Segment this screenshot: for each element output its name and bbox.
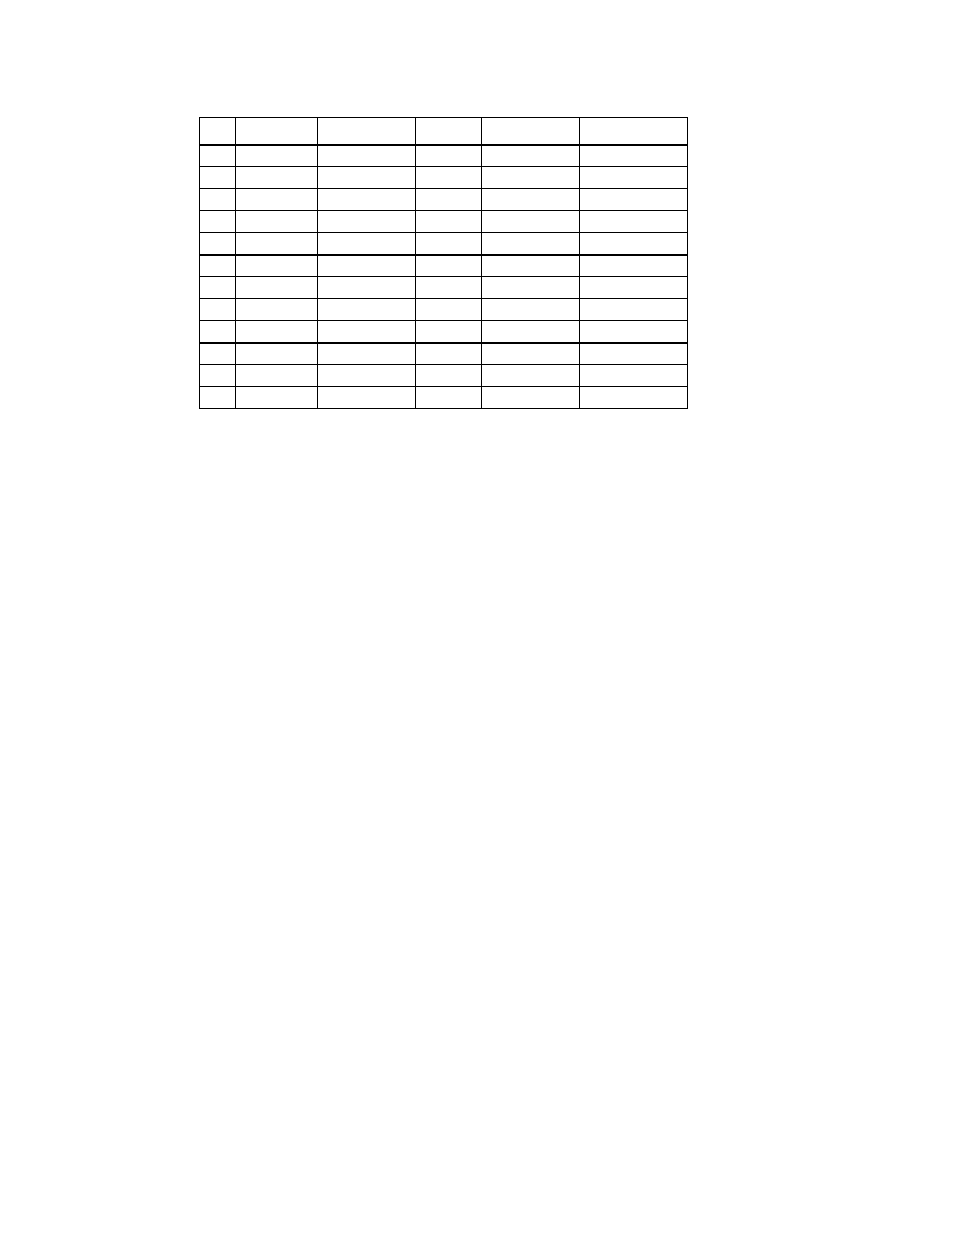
- blank-table: [199, 117, 688, 409]
- table-cell: [236, 255, 318, 277]
- table-cell: [236, 343, 318, 365]
- table-cell: [482, 118, 580, 145]
- table-row: [200, 255, 688, 277]
- table-cell: [200, 167, 236, 189]
- table-cell: [318, 387, 416, 409]
- table-cell: [416, 299, 482, 321]
- table-cell: [318, 189, 416, 211]
- table-row: [200, 387, 688, 409]
- table-cell: [416, 233, 482, 255]
- table-row: [200, 167, 688, 189]
- table-cell: [416, 255, 482, 277]
- table-cell: [482, 387, 580, 409]
- table-row: [200, 299, 688, 321]
- table-cell: [318, 299, 416, 321]
- table-cell: [236, 299, 318, 321]
- table-cell: [200, 321, 236, 343]
- table-cell: [580, 233, 688, 255]
- table-cell: [482, 233, 580, 255]
- table-cell: [200, 365, 236, 387]
- table-row: [200, 211, 688, 233]
- table-row: [200, 277, 688, 299]
- table-cell: [318, 145, 416, 167]
- table-cell: [318, 233, 416, 255]
- table-cell: [580, 387, 688, 409]
- table-row: [200, 118, 688, 145]
- table-cell: [236, 233, 318, 255]
- table-cell: [318, 321, 416, 343]
- table-row: [200, 343, 688, 365]
- table-cell: [318, 277, 416, 299]
- table-cell: [580, 145, 688, 167]
- table-cell: [482, 145, 580, 167]
- table-cell: [200, 211, 236, 233]
- table-cell: [318, 211, 416, 233]
- table-cell: [236, 211, 318, 233]
- table-cell: [236, 167, 318, 189]
- table-cell: [200, 299, 236, 321]
- table-cell: [318, 365, 416, 387]
- table-cell: [580, 189, 688, 211]
- table-cell: [580, 365, 688, 387]
- table-cell: [200, 233, 236, 255]
- table-cell: [416, 145, 482, 167]
- table-cell: [416, 189, 482, 211]
- table-cell: [318, 167, 416, 189]
- table-cell: [200, 118, 236, 145]
- table-cell: [200, 145, 236, 167]
- table-cell: [580, 277, 688, 299]
- table-cell: [580, 343, 688, 365]
- table-cell: [482, 365, 580, 387]
- table-row: [200, 145, 688, 167]
- table-cell: [416, 387, 482, 409]
- table-cell: [416, 167, 482, 189]
- table-row: [200, 189, 688, 211]
- table-cell: [416, 211, 482, 233]
- table-cell: [416, 277, 482, 299]
- table-cell: [416, 321, 482, 343]
- table-cell: [236, 387, 318, 409]
- table-cell: [318, 343, 416, 365]
- table-cell: [482, 321, 580, 343]
- table-body: [200, 118, 688, 409]
- table-row: [200, 233, 688, 255]
- table: [199, 117, 688, 409]
- table-cell: [580, 321, 688, 343]
- table-cell: [482, 299, 580, 321]
- table-cell: [580, 299, 688, 321]
- table-cell: [200, 255, 236, 277]
- table-cell: [236, 321, 318, 343]
- table-cell: [236, 277, 318, 299]
- table-cell: [236, 145, 318, 167]
- table-cell: [416, 343, 482, 365]
- table-cell: [482, 255, 580, 277]
- table-cell: [482, 343, 580, 365]
- table-cell: [482, 189, 580, 211]
- table-cell: [318, 118, 416, 145]
- table-cell: [416, 118, 482, 145]
- table-cell: [580, 167, 688, 189]
- table-cell: [482, 211, 580, 233]
- table-row: [200, 321, 688, 343]
- table-cell: [200, 189, 236, 211]
- table-cell: [236, 189, 318, 211]
- table-cell: [482, 277, 580, 299]
- table-cell: [416, 365, 482, 387]
- table-cell: [236, 365, 318, 387]
- table-cell: [200, 277, 236, 299]
- table-cell: [580, 118, 688, 145]
- table-cell: [318, 255, 416, 277]
- table-cell: [200, 387, 236, 409]
- table-row: [200, 365, 688, 387]
- table-cell: [236, 118, 318, 145]
- table-cell: [482, 167, 580, 189]
- table-cell: [580, 211, 688, 233]
- table-cell: [580, 255, 688, 277]
- table-cell: [200, 343, 236, 365]
